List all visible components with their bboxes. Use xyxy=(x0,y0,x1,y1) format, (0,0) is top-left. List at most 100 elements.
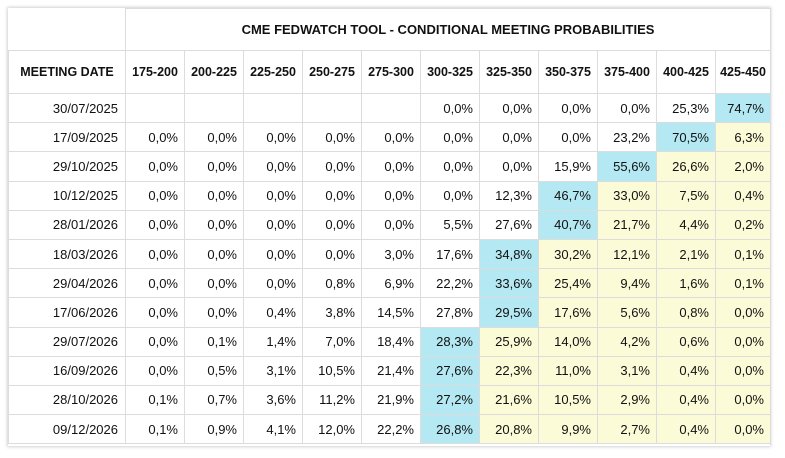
probability-cell: 12,1% xyxy=(597,238,657,270)
rate-range-header: 325-350 xyxy=(479,50,539,94)
probability-cell: 0,7% xyxy=(184,384,244,416)
probability-cell: 0,0% xyxy=(125,297,185,328)
probability-cell: 10,5% xyxy=(538,384,598,416)
probability-cell: 0,0% xyxy=(420,122,480,153)
rate-range-header: 175-200 xyxy=(125,50,185,94)
probability-cell: 12,3% xyxy=(479,180,539,211)
probability-cell xyxy=(302,92,362,124)
meeting-date-cell: 29/10/2025 xyxy=(8,151,126,182)
table-row: 17/09/2025 0,0% 0,0% 0,0% 0,0% 0,0% 0,0% 0,0% 0,… xyxy=(8,122,771,153)
probability-cell: 0,4% xyxy=(656,355,716,386)
probability-cell: 22,2% xyxy=(361,414,421,445)
probability-cell: 0,0% xyxy=(125,122,185,153)
probability-cell: 0,0% xyxy=(184,268,244,299)
fedwatch-table-container: CME FEDWATCH TOOL - CONDITIONAL MEETING … xyxy=(8,8,771,446)
column-header-row: MEETING DATE 175-200 200-225 225-250 250-27… xyxy=(8,50,771,94)
most-likely-probability-cell: 28,3% xyxy=(420,326,480,357)
probability-cell: 0,0% xyxy=(302,209,362,240)
probability-cell: 2,9% xyxy=(597,384,657,416)
probability-cell: 26,6% xyxy=(656,151,716,182)
probability-cell: 0,0% xyxy=(715,355,771,386)
probability-cell: 0,0% xyxy=(302,151,362,182)
probability-cell: 3,8% xyxy=(302,297,362,328)
probability-cell: 4,2% xyxy=(597,326,657,357)
rate-range-header: 300-325 xyxy=(420,50,480,94)
probability-cell: 27,8% xyxy=(420,297,480,328)
probability-cell: 7,0% xyxy=(302,326,362,357)
probability-cell: 5,5% xyxy=(420,209,480,240)
probability-cell: 0,0% xyxy=(243,238,303,270)
rate-range-header: 225-250 xyxy=(243,50,303,94)
probability-cell: 30,2% xyxy=(538,238,598,270)
probability-cell: 23,2% xyxy=(597,122,657,153)
most-likely-probability-cell: 29,5% xyxy=(479,297,539,328)
meeting-date-cell: 18/03/2026 xyxy=(8,238,126,270)
probability-cell xyxy=(184,92,244,124)
probability-cell: 21,6% xyxy=(479,384,539,416)
probability-cell: 9,4% xyxy=(597,268,657,299)
probability-cell: 22,2% xyxy=(420,268,480,299)
probability-cell: 12,0% xyxy=(302,414,362,445)
probability-cell: 0,4% xyxy=(656,414,716,445)
probability-cell: 0,8% xyxy=(656,297,716,328)
table-body: 30/07/2025 0,0% 0,0% 0,0% 0,0% 25,3% 74,7% 17/0… xyxy=(8,92,771,445)
probability-cell xyxy=(125,92,185,124)
probability-cell: 0,0% xyxy=(538,122,598,153)
probability-cell: 1,4% xyxy=(243,326,303,357)
probability-cell: 0,0% xyxy=(361,151,421,182)
rate-range-header: 250-275 xyxy=(302,50,362,94)
table-row: 09/12/2026 0,1% 0,9% 4,1% 12,0% 22,2% 26,8% 20,… xyxy=(8,414,771,445)
probability-cell: 9,9% xyxy=(538,414,598,445)
meeting-date-cell: 28/01/2026 xyxy=(8,209,126,240)
table-row: 29/04/2026 0,0% 0,0% 0,0% 0,8% 6,9% 22,2% 33,6%… xyxy=(8,268,771,299)
probabilities-table: CME FEDWATCH TOOL - CONDITIONAL MEETING … xyxy=(8,8,771,445)
meeting-date-cell: 10/12/2025 xyxy=(8,180,126,211)
probability-cell: 0,0% xyxy=(597,92,657,124)
probability-cell: 25,9% xyxy=(479,326,539,357)
most-likely-probability-cell: 33,6% xyxy=(479,268,539,299)
probability-cell: 5,6% xyxy=(597,297,657,328)
probability-cell: 10,5% xyxy=(302,355,362,386)
probability-cell: 25,3% xyxy=(656,92,716,124)
probability-cell: 0,0% xyxy=(125,180,185,211)
probability-cell: 0,1% xyxy=(125,384,185,416)
probability-cell: 17,6% xyxy=(420,238,480,270)
probability-cell: 14,0% xyxy=(538,326,598,357)
meeting-date-cell: 09/12/2026 xyxy=(8,414,126,445)
probability-cell: 3,1% xyxy=(243,355,303,386)
meeting-date-cell: 17/06/2026 xyxy=(8,297,126,328)
probability-cell: 0,0% xyxy=(479,151,539,182)
table-row: 28/01/2026 0,0% 0,0% 0,0% 0,0% 0,0% 5,5% 27,6% 4… xyxy=(8,209,771,240)
table-row: 18/03/2026 0,0% 0,0% 0,0% 0,0% 3,0% 17,6% 34,8%… xyxy=(8,238,771,270)
probability-cell: 0,0% xyxy=(243,180,303,211)
probability-cell: 20,8% xyxy=(479,414,539,445)
probability-cell: 0,0% xyxy=(125,326,185,357)
probability-cell: 15,9% xyxy=(538,151,598,182)
probability-cell: 2,0% xyxy=(715,151,771,182)
probability-cell: 0,0% xyxy=(243,122,303,153)
probability-cell: 7,5% xyxy=(656,180,716,211)
probability-cell: 11,0% xyxy=(538,355,598,386)
rate-range-header: 350-375 xyxy=(538,50,598,94)
probability-cell: 0,0% xyxy=(715,414,771,445)
probability-cell: 0,0% xyxy=(184,151,244,182)
probability-cell: 0,0% xyxy=(361,209,421,240)
probability-cell: 0,0% xyxy=(125,209,185,240)
table-title: CME FEDWATCH TOOL - CONDITIONAL MEETING … xyxy=(125,8,771,51)
probability-cell: 0,0% xyxy=(184,122,244,153)
probability-cell: 3,1% xyxy=(597,355,657,386)
table-row: 30/07/2025 0,0% 0,0% 0,0% 0,0% 25,3% 74,7% xyxy=(8,92,771,124)
probability-cell: 6,3% xyxy=(715,122,771,153)
corner-cell xyxy=(8,8,126,51)
most-likely-probability-cell: 70,5% xyxy=(656,122,716,153)
probability-cell: 0,0% xyxy=(184,238,244,270)
meeting-date-cell: 28/10/2026 xyxy=(8,384,126,416)
probability-cell: 0,8% xyxy=(302,268,362,299)
meeting-date-cell: 16/09/2026 xyxy=(8,355,126,386)
most-likely-probability-cell: 27,6% xyxy=(420,355,480,386)
most-likely-probability-cell: 55,6% xyxy=(597,151,657,182)
probability-cell: 17,6% xyxy=(538,297,598,328)
probability-cell: 0,0% xyxy=(538,92,598,124)
most-likely-probability-cell: 46,7% xyxy=(538,180,598,211)
table-row: 28/10/2026 0,1% 0,7% 3,6% 11,2% 21,9% 27,2% 21,… xyxy=(8,384,771,416)
